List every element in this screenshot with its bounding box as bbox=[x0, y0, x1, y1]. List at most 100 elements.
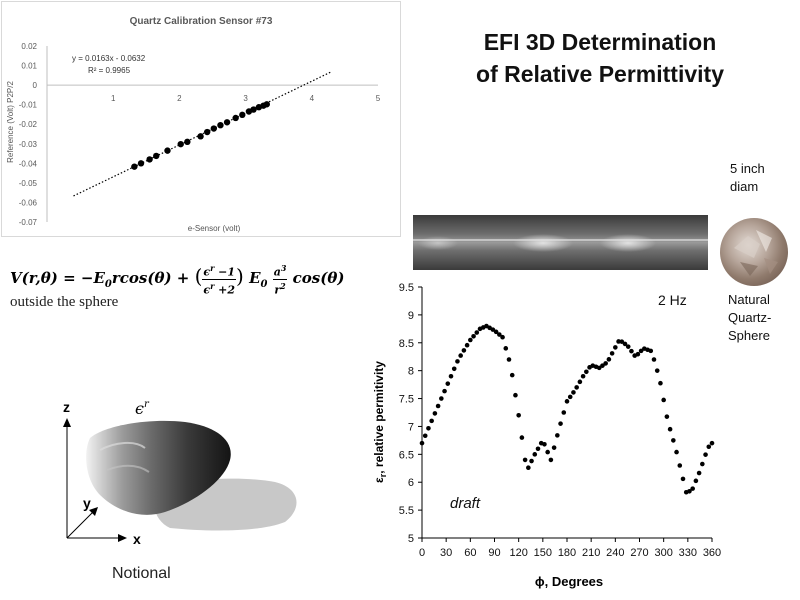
equation-lhs: V(r,θ) = −E bbox=[10, 269, 105, 288]
calibration-x-tick-label: 4 bbox=[310, 94, 315, 103]
permittivity-y-tick-label: 5.5 bbox=[399, 505, 414, 517]
permittivity-point bbox=[513, 392, 518, 398]
sphere-size-label: 5 inch diam bbox=[730, 160, 765, 196]
permittivity-point bbox=[435, 403, 441, 409]
permittivity-chart: εr, relative permitivity ϕ, Degrees 2 Hz… bbox=[372, 282, 721, 589]
permittivity-fraction: ϵr −1 ϵr +2 bbox=[202, 262, 237, 297]
calibration-point bbox=[131, 163, 138, 170]
permittivity-point bbox=[674, 449, 679, 455]
permittivity-point bbox=[596, 365, 602, 371]
permittivity-point bbox=[664, 414, 670, 419]
calibration-y-tick-label: -0.05 bbox=[19, 179, 38, 188]
permittivity-y-tick-label: 8.5 bbox=[399, 338, 414, 350]
radius-numerator-sup: 3 bbox=[280, 263, 287, 273]
permittivity-point bbox=[574, 385, 579, 390]
fraction-numerator-tail: −1 bbox=[214, 265, 236, 279]
permittivity-point bbox=[429, 418, 434, 424]
radius-numerator: a bbox=[273, 265, 281, 279]
permittivity-x-tick-label: 0 bbox=[419, 547, 425, 559]
notional-label: Notional bbox=[112, 565, 171, 582]
permittivity-point bbox=[706, 444, 712, 450]
calibration-x-axis-label: e-Sensor (volt) bbox=[188, 224, 241, 233]
permittivity-x-tick-label: 240 bbox=[606, 547, 624, 559]
permittivity-point bbox=[500, 334, 505, 340]
calibration-point bbox=[250, 106, 257, 113]
permittivity-x-tick-label: 60 bbox=[464, 547, 476, 559]
permittivity-y-tick-label: 7 bbox=[408, 421, 414, 433]
permittivity-point bbox=[532, 452, 538, 457]
equation-note: outside the sphere bbox=[10, 294, 119, 310]
permittivity-point bbox=[690, 486, 695, 491]
permittivity-x-tick-label: 330 bbox=[679, 547, 697, 559]
notional-3d-sketch: z y x ϵr bbox=[63, 399, 297, 547]
permittivity-point bbox=[503, 346, 509, 351]
permittivity-point bbox=[680, 476, 686, 482]
permittivity-point bbox=[458, 353, 463, 358]
permittivity-point bbox=[696, 470, 702, 476]
permittivity-point bbox=[580, 373, 586, 379]
calibration-y-tick-label: -0.01 bbox=[19, 101, 38, 110]
calibration-point bbox=[239, 111, 246, 119]
permittivity-point bbox=[468, 337, 473, 343]
permittivity-point bbox=[703, 452, 708, 457]
calibration-y-tick-label: -0.04 bbox=[19, 159, 38, 168]
permittivity-point bbox=[671, 438, 676, 443]
fraction-denominator-sup: r bbox=[210, 280, 215, 291]
page-title-line-2: of Relative Permittivity bbox=[476, 61, 724, 87]
radius-denominator: r bbox=[274, 283, 281, 297]
page-title: EFI 3D Determination of Relative Permitt… bbox=[430, 26, 770, 90]
calibration-y-axis-label: Reference (Volt) P2P/2 bbox=[6, 81, 15, 163]
permittivity-x-axis-label: ϕ, Degrees bbox=[535, 574, 603, 589]
permittivity-point bbox=[584, 369, 589, 375]
calibration-y-tick-label: 0 bbox=[33, 81, 38, 90]
permittivity-point bbox=[567, 394, 573, 400]
permittivity-point bbox=[555, 433, 560, 438]
permittivity-point bbox=[625, 344, 631, 349]
permittivity-point bbox=[439, 396, 444, 401]
sphere-name-label: Natural Quartz- Sphere bbox=[728, 291, 771, 345]
permittivity-point bbox=[548, 457, 554, 463]
calibration-point bbox=[177, 140, 184, 148]
fraction-numerator: ϵ bbox=[203, 265, 211, 279]
calibration-point bbox=[197, 133, 204, 140]
permittivity-point bbox=[571, 390, 576, 395]
frequency-annotation: 2 Hz bbox=[658, 292, 687, 308]
permittivity-point bbox=[693, 478, 699, 484]
permittivity-point bbox=[551, 445, 557, 450]
calibration-chart: Quartz Calibration Sensor #73 y = 0.0163… bbox=[6, 16, 381, 233]
permittivity-point bbox=[619, 339, 625, 344]
permittivity-point bbox=[622, 341, 628, 347]
permittivity-point bbox=[635, 351, 641, 357]
permittivity-point bbox=[658, 380, 663, 386]
permittivity-point bbox=[651, 357, 657, 362]
calibration-x-tick-label: 3 bbox=[243, 94, 248, 103]
permittivity-point bbox=[490, 327, 496, 332]
permittivity-point bbox=[558, 421, 563, 426]
fraction-denominator: ϵ bbox=[203, 283, 211, 297]
permittivity-x-tick-label: 150 bbox=[534, 547, 552, 559]
permittivity-point bbox=[426, 426, 431, 431]
permittivity-point bbox=[448, 373, 454, 379]
permittivity-point bbox=[516, 412, 521, 418]
permittivity-x-tick-label: 180 bbox=[558, 547, 576, 559]
calibration-point bbox=[137, 160, 145, 167]
permittivity-point bbox=[542, 441, 547, 447]
permittivity-point bbox=[609, 351, 615, 356]
calibration-y-tick-label: -0.07 bbox=[19, 218, 38, 227]
calibration-chart-title: Quartz Calibration Sensor #73 bbox=[130, 16, 273, 27]
quartz-sphere-texture bbox=[734, 230, 778, 276]
page-title-line-1: EFI 3D Determination bbox=[483, 29, 717, 55]
permittivity-point bbox=[661, 397, 666, 403]
permittivity-point bbox=[509, 372, 515, 378]
permittivity-point bbox=[600, 363, 605, 368]
permittivity-point bbox=[445, 381, 451, 386]
permittivity-point bbox=[535, 446, 541, 452]
calibration-y-tick-label: 0.01 bbox=[21, 62, 37, 71]
permittivity-y-tick-label: 5 bbox=[408, 533, 414, 545]
calibration-x-tick-label: 2 bbox=[177, 94, 182, 103]
quartz-sphere-image bbox=[720, 218, 788, 286]
permittivity-point bbox=[526, 465, 531, 471]
calibration-point bbox=[210, 125, 218, 132]
permittivity-blob bbox=[86, 420, 231, 515]
permittivity-point bbox=[687, 489, 692, 494]
